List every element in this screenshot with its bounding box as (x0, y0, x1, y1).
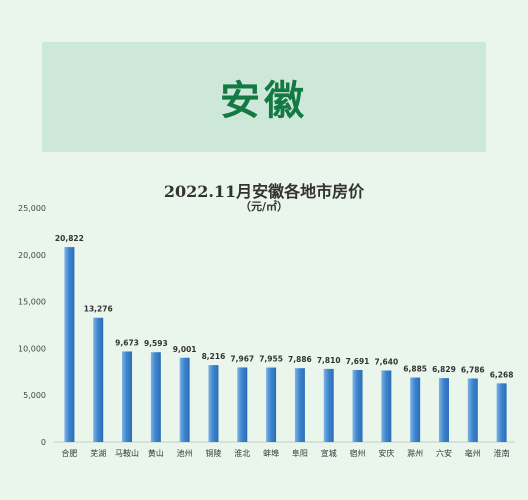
bar (381, 370, 392, 442)
data-label: 7,640 (374, 357, 398, 366)
y-tick-label: 10,000 (18, 344, 46, 353)
bar (93, 317, 104, 442)
x-tick-label: 淮北 (234, 448, 250, 458)
y-tick-label: 0 (41, 438, 46, 447)
x-tick-label: 铜陵 (205, 448, 221, 458)
x-tick-label: 滁州 (407, 448, 423, 458)
data-label: 9,593 (144, 339, 168, 348)
banner-title: 安徽 (220, 78, 308, 124)
x-tick-label: 芜湖 (90, 448, 106, 458)
data-label: 7,967 (230, 354, 254, 363)
bar (179, 357, 190, 442)
bar (352, 370, 363, 442)
x-tick-label: 合肥 (61, 448, 77, 458)
y-tick-label: 20,000 (18, 251, 46, 260)
data-label: 7,691 (346, 357, 370, 366)
bar (496, 383, 507, 442)
x-tick-label: 淮南 (494, 448, 510, 458)
data-label: 6,885 (403, 365, 427, 374)
y-tick-label: 15,000 (18, 298, 46, 307)
bar (410, 377, 421, 442)
data-label: 20,822 (55, 234, 84, 243)
data-label: 8,216 (202, 352, 226, 361)
bar (266, 367, 277, 442)
bar (150, 352, 161, 442)
x-tick-label: 马鞍山 (115, 448, 139, 458)
data-label: 9,673 (115, 338, 139, 347)
bar (208, 365, 219, 442)
data-label: 7,955 (259, 355, 283, 364)
bar (294, 368, 305, 442)
bar (438, 378, 449, 442)
x-tick-label: 安庆 (378, 448, 394, 458)
y-tick-label: 5,000 (23, 391, 46, 400)
x-tick-label: 宣城 (321, 448, 337, 458)
chart-title: 2022.11月安徽各地市房价 (163, 182, 365, 201)
data-label: 9,001 (173, 345, 197, 354)
title-banner: 安徽 (42, 42, 486, 152)
x-tick-label: 宿州 (350, 448, 366, 458)
data-label: 6,786 (461, 365, 485, 374)
bar (237, 367, 248, 442)
chart-subtitle: （元/㎡） (239, 200, 289, 213)
x-tick-label: 池州 (177, 448, 193, 458)
bar (323, 368, 334, 442)
x-tick-label: 阜阳 (292, 448, 308, 458)
x-tick-label: 蚌埠 (263, 448, 279, 458)
x-tick-label: 黄山 (148, 448, 164, 458)
x-tick-label: 六安 (436, 448, 452, 458)
bar (64, 247, 75, 442)
data-label: 7,886 (288, 355, 312, 364)
data-label: 6,829 (432, 365, 456, 374)
data-label: 7,810 (317, 356, 341, 365)
bar (122, 351, 133, 442)
x-tick-label: 亳州 (465, 448, 481, 458)
data-label: 6,268 (490, 370, 514, 379)
data-label: 13,276 (84, 305, 113, 314)
y-tick-label: 25,000 (18, 204, 46, 213)
bar (467, 378, 478, 442)
